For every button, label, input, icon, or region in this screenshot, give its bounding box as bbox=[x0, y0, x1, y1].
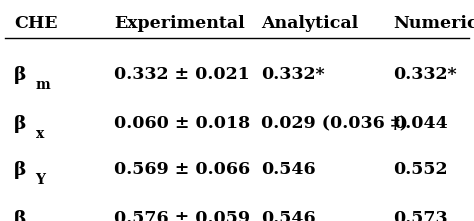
Text: Numerical: Numerical bbox=[393, 15, 474, 32]
Text: 0.029 (0.036 ‡): 0.029 (0.036 ‡) bbox=[261, 115, 408, 132]
Text: Experimental: Experimental bbox=[114, 15, 245, 32]
Text: 0.546: 0.546 bbox=[261, 161, 315, 178]
Text: 0.552: 0.552 bbox=[393, 161, 448, 178]
Text: β: β bbox=[14, 115, 27, 133]
Text: 0.332 ± 0.021: 0.332 ± 0.021 bbox=[114, 66, 249, 83]
Text: 0.569 ± 0.066: 0.569 ± 0.066 bbox=[114, 161, 250, 178]
Text: β: β bbox=[14, 161, 27, 179]
Text: 0.546: 0.546 bbox=[261, 210, 315, 221]
Text: β: β bbox=[14, 210, 27, 221]
Text: 0.060 ± 0.018: 0.060 ± 0.018 bbox=[114, 115, 250, 132]
Text: m: m bbox=[36, 78, 50, 92]
Text: Analytical: Analytical bbox=[261, 15, 358, 32]
Text: 0.332*: 0.332* bbox=[393, 66, 457, 83]
Text: β: β bbox=[14, 66, 27, 84]
Text: Y: Y bbox=[36, 173, 46, 187]
Text: 0.332*: 0.332* bbox=[261, 66, 324, 83]
Text: x: x bbox=[36, 127, 44, 141]
Text: CHE: CHE bbox=[14, 15, 58, 32]
Text: 0.576 ± 0.059: 0.576 ± 0.059 bbox=[114, 210, 250, 221]
Text: 0.573: 0.573 bbox=[393, 210, 448, 221]
Text: 0.044: 0.044 bbox=[393, 115, 448, 132]
